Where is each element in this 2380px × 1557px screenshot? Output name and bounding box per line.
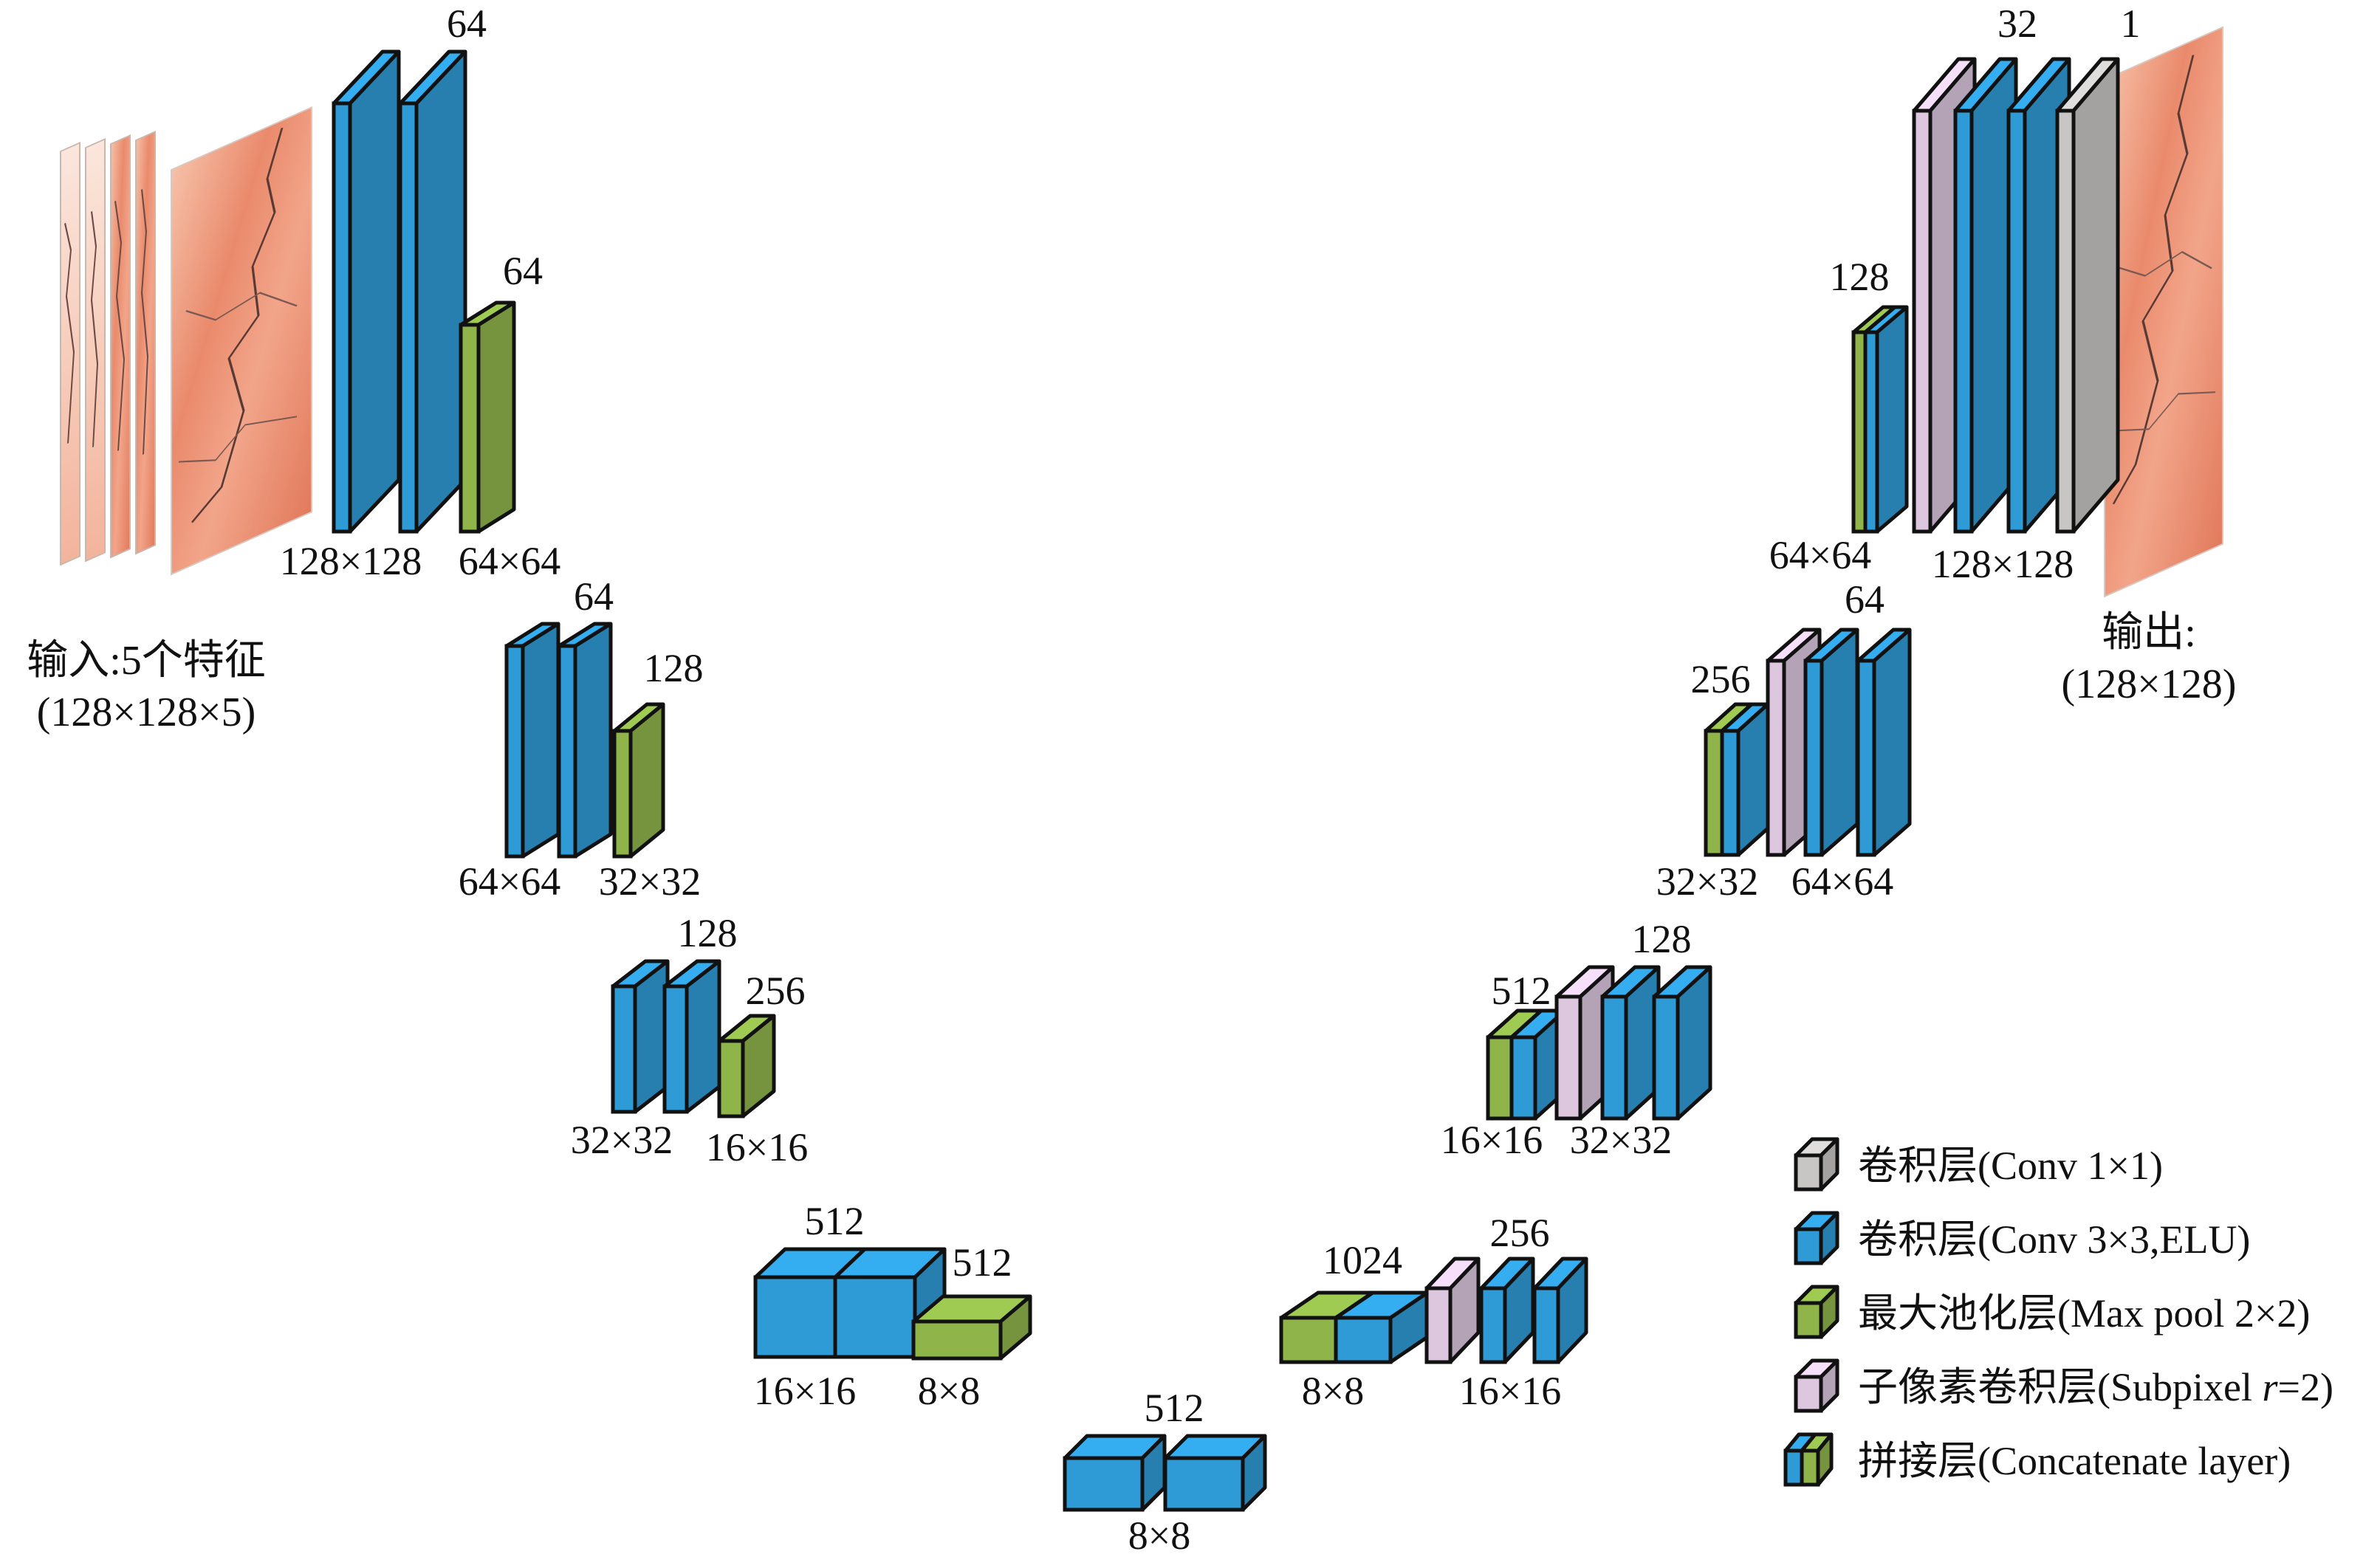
legend-label-subpixel: 子像素卷积层(Subpixel r=2)	[1858, 1365, 2333, 1409]
dec1-ch-label: 32	[1997, 1, 2037, 46]
enc3-pool-size-label: 16×16	[706, 1125, 808, 1169]
dec3-conv-a	[1600, 965, 1661, 1121]
dec1-size-label: 128×128	[1932, 542, 2074, 586]
dec4-cat-ch-label: 1024	[1323, 1238, 1402, 1282]
enc1-size-label: 128×128	[280, 539, 422, 583]
legend-label-conv3x3: 卷积层(Conv 3×3,ELU)	[1858, 1217, 2250, 1262]
dec2-cat-ch-label: 256	[1691, 657, 1751, 701]
legend-icons	[1783, 1137, 1839, 1487]
dec3-size-label: 32×32	[1570, 1118, 1672, 1162]
legend-label-subpixel-prefix: 子像素卷积层(Subpixel	[1858, 1365, 2263, 1409]
dec2-size-label: 64×64	[1791, 859, 1893, 904]
dec1-out-ch-label: 1	[2121, 1, 2141, 46]
enc4-ch-label: 512	[805, 1199, 865, 1243]
input-caption-line2: (128×128×5)	[37, 690, 256, 735]
dec2-cat-size-label: 32×32	[1656, 859, 1758, 904]
enc4-size-label: 16×16	[754, 1369, 856, 1413]
layer-blocks	[332, 49, 2120, 1512]
legend-label-subpixel-suffix: =2)	[2278, 1365, 2333, 1409]
enc3-size-label: 32×32	[571, 1118, 673, 1162]
enc3-pool	[717, 1014, 776, 1118]
dec4-subpixel	[1424, 1257, 1481, 1364]
dec4-concat-conv	[1334, 1290, 1430, 1364]
dec4-conv-a	[1479, 1257, 1535, 1364]
legend-label-maxpool: 最大池化层(Max pool 2×2)	[1858, 1291, 2310, 1336]
legend-icon-conv1x1	[1794, 1137, 1839, 1192]
enc3-pool-ch-label: 256	[746, 969, 806, 1013]
input-feature-maps	[60, 106, 312, 576]
dec2-conv-b	[1856, 628, 1912, 857]
enc4-pool-size-label: 8×8	[918, 1369, 980, 1413]
output-caption-line1: 输出:	[2102, 610, 2196, 656]
legend-label-subpixel-italic: r	[2263, 1365, 2279, 1409]
legend-icon-maxpool	[1794, 1285, 1839, 1339]
dec1-cat-ch-label: 128	[1830, 255, 1890, 299]
dec3-ch-label: 128	[1632, 917, 1692, 961]
legend-icon-concat-maxpool	[1800, 1432, 1834, 1487]
legend-label-conv1x1: 卷积层(Conv 1×1)	[1858, 1144, 2163, 1188]
dec2-ch-label: 64	[1845, 577, 1885, 622]
dec4-cat-size-label: 8×8	[1302, 1369, 1364, 1413]
output-caption: 输出: (128×128)	[2062, 610, 2237, 707]
enc2-pool-size-label: 32×32	[599, 859, 701, 904]
enc3-conv-a	[611, 959, 670, 1114]
dec4-size-label: 16×16	[1459, 1369, 1561, 1413]
legend: 卷积层(Conv 1×1) 卷积层(Conv 3×3,ELU) 最大池化层(Ma…	[1783, 1137, 2333, 1487]
legend-icon-conv3x3	[1794, 1211, 1839, 1265]
output-caption-line2: (128×128)	[2062, 661, 2237, 707]
enc1-pool-ch-label: 64	[503, 249, 543, 293]
enc2-ch-label: 64	[574, 574, 614, 619]
dec1-cat-size-label: 64×64	[1769, 533, 1871, 577]
enc4-pool-ch-label: 512	[953, 1240, 1012, 1285]
enc1-ch-label: 64	[447, 1, 487, 46]
dec2-concat-conv	[1720, 702, 1770, 857]
bottom-size-label: 8×8	[1128, 1513, 1190, 1557]
legend-icon-concat	[1783, 1432, 1834, 1487]
legend-label-concat: 拼接层(Concatenate layer)	[1858, 1439, 2291, 1483]
bottom-conv-a	[1063, 1434, 1167, 1512]
dec3-cat-size-label: 16×16	[1441, 1118, 1543, 1162]
enc4-pool	[911, 1294, 1032, 1361]
dec2-conv-a	[1803, 628, 1859, 857]
enc2-pool-ch-label: 128	[644, 646, 704, 690]
input-caption: 输入:5个特征 (128×128×5)	[27, 638, 266, 735]
dec1-concat-conv	[1863, 305, 1909, 534]
enc2-pool	[612, 702, 665, 859]
bottom-ch-label: 512	[1145, 1386, 1204, 1430]
enc2-conv-a	[504, 622, 560, 859]
enc3-ch-label: 128	[678, 911, 738, 955]
enc2-conv-b	[557, 622, 613, 859]
legend-icon-subpixel	[1794, 1358, 1839, 1413]
enc1-pool	[459, 300, 516, 534]
enc2-size-label: 64×64	[459, 859, 560, 904]
dec3-cat-ch-label: 512	[1492, 969, 1551, 1013]
enc1-conv-a	[332, 49, 401, 534]
output-map	[2104, 26, 2223, 598]
dec3-conv-b	[1652, 965, 1712, 1121]
enc3-conv-b	[662, 959, 721, 1114]
layer-labels: 64 64 128×128 64×64 64 128 64×64 32×32 1…	[280, 1, 2141, 1557]
dec1-conv1x1	[2055, 57, 2120, 534]
input-caption-line1: 输入:5个特征	[27, 638, 266, 684]
dec4-ch-label: 256	[1490, 1211, 1550, 1255]
dec1-conv-a	[1953, 57, 2018, 534]
dec4-conv-b	[1532, 1257, 1588, 1364]
enc1-pool-size-label: 64×64	[459, 539, 560, 583]
enc1-conv-b	[398, 49, 467, 534]
bottom-conv-b	[1163, 1434, 1267, 1512]
